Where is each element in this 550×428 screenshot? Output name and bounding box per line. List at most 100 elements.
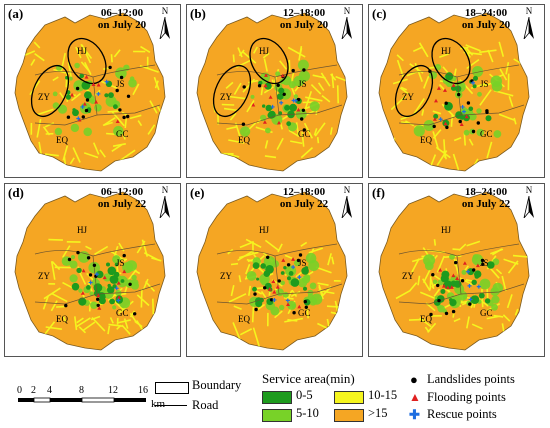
map-panel-d: (d) 06–12:00 on July 22 N HJ ZY JS GC EQ [4,183,181,357]
map-panel-a: (a) 06–12:00 on July 20 N HJ ZY JS GC EQ [4,4,181,178]
district-label-hj: HJ [259,225,270,235]
district-label-hj: HJ [441,225,452,235]
north-arrow-icon [341,196,352,218]
map-panel-e: (e) 12–18:00 on July 22 N HJ ZY JS GC EQ [186,183,363,357]
service-area-title: Service area(min) [262,371,355,386]
district-label-eq: EQ [420,314,432,324]
panel-time: 12–18:00 [282,7,326,19]
district-label-js: JS [116,258,125,268]
flooding-label: Flooding points [427,390,506,404]
north-label: N [343,185,351,195]
district-label-eq: EQ [56,314,68,324]
district-label-eq: EQ [56,135,68,145]
panel-label-a: (a) [8,6,24,21]
boundary-swatch [155,382,189,394]
north-arrow: N [520,7,538,39]
north-arrow-icon [523,196,534,218]
scale-unit: km [151,398,166,410]
panel-date: on July 22 [461,198,511,210]
panel-date: on July 22 [279,198,329,210]
rescue-symbol: ✚ [409,407,420,422]
district-label-gc: GC [480,129,493,139]
panel-time: 12–18:00 [282,186,326,198]
boundary-label: Boundary [192,378,242,392]
scale-tick-12: 12 [108,385,118,396]
north-arrow-icon [159,196,170,218]
district-label-hj: HJ [259,46,270,56]
district-label-eq: EQ [420,135,432,145]
north-arrow-icon [159,17,170,39]
map-graphic [196,12,348,172]
panel-title-c: 18–24:00 on July 20 [431,7,541,31]
panel-label-d: (d) [8,185,24,200]
north-arrow: N [156,186,174,218]
scale-tick-0: 0 [17,385,22,396]
north-label: N [343,6,351,16]
panel-label-b: (b) [190,6,206,21]
class-label-0-5: 0-5 [296,388,313,402]
north-arrow: N [520,186,538,218]
map-graphic [14,191,166,351]
scale-tick-2: 2 [31,385,36,396]
map-graphic [14,12,166,172]
rescue-label: Rescue points [427,407,497,421]
class-label-gt15: >15 [368,406,388,420]
panel-title-d: 06–12:00 on July 22 [67,186,177,210]
panel-date: on July 20 [279,19,329,31]
district-label-hj: HJ [77,46,88,56]
district-label-js: JS [480,79,489,89]
north-label: N [525,185,533,195]
north-arrow: N [338,7,356,39]
scale-tick-16: 16 [138,385,148,396]
panel-label-f: (f) [372,185,385,200]
landslide-symbol: ● [410,372,418,387]
map-panel-b: (b) 12–18:00 on July 20 N HJ ZY JS GC EQ [186,4,363,178]
district-label-js: JS [298,258,307,268]
north-arrow-icon [523,17,534,39]
panel-date: on July 20 [97,19,147,31]
panel-title-a: 06–12:00 on July 20 [67,7,177,31]
district-label-zy: ZY [38,92,50,102]
panel-time: 06–12:00 [100,7,144,19]
road-label: Road [192,398,219,412]
map-panel-c: (c) 18–24:00 on July 20 N HJ ZY JS GC EQ [368,4,545,178]
north-arrow: N [338,186,356,218]
district-label-js: JS [480,258,489,268]
district-label-gc: GC [116,308,129,318]
class-swatch-5-10 [262,409,292,422]
district-label-gc: GC [298,129,311,139]
district-label-gc: GC [116,129,129,139]
class-swatch-gt15 [334,409,364,422]
north-label: N [161,6,169,16]
scale-bar-graphic [18,397,146,403]
class-swatch-10-15 [334,391,364,404]
map-graphic [378,12,530,172]
district-label-zy: ZY [220,271,232,281]
flooding-symbol: ▲ [409,390,421,404]
district-label-hj: HJ [441,46,452,56]
landslide-label: Landslides points [427,372,515,386]
district-label-js: JS [298,79,307,89]
panel-title-e: 12–18:00 on July 22 [249,186,359,210]
scale-tick-4: 4 [47,385,52,396]
panel-title-b: 12–18:00 on July 20 [249,7,359,31]
panel-date: on July 22 [97,198,147,210]
north-label: N [525,6,533,16]
map-graphic [196,191,348,351]
panel-time: 18–24:00 [464,186,508,198]
district-label-gc: GC [480,308,493,318]
district-label-zy: ZY [38,271,50,281]
north-label: N [161,185,169,195]
district-label-eq: EQ [238,135,250,145]
panel-time: 18–24:00 [464,7,508,19]
district-label-hj: HJ [77,225,88,235]
panel-label-e: (e) [190,185,205,200]
district-label-gc: GC [298,308,311,318]
panel-date: on July 20 [461,19,511,31]
map-panel-f: (f) 18–24:00 on July 22 N HJ ZY JS GC EQ [368,183,545,357]
district-label-eq: EQ [238,314,250,324]
north-arrow-icon [341,17,352,39]
class-label-5-10: 5-10 [296,406,319,420]
panel-time: 06–12:00 [100,186,144,198]
panel-title-f: 18–24:00 on July 22 [431,186,541,210]
